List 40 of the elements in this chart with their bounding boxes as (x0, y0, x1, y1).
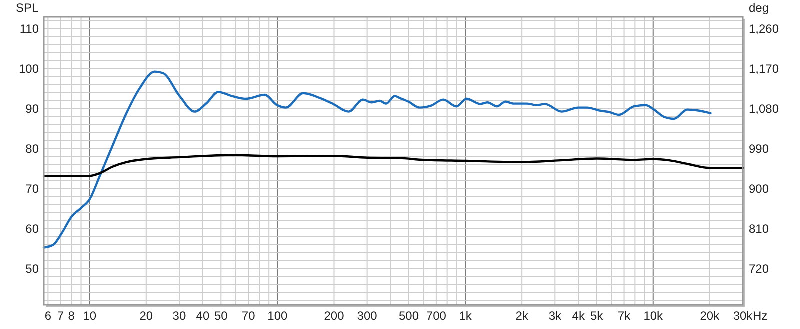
y2-tick-label: 900 (749, 182, 770, 196)
x-tick-label: 40 (196, 309, 210, 323)
x-tick-label: 8 (68, 309, 76, 323)
x-tick-label: 6 (44, 309, 52, 323)
y2-tick-label: 1,170 (749, 62, 780, 76)
y2-tick-label: 810 (749, 222, 770, 236)
x-tick-label: 100 (268, 309, 288, 323)
x-tick-label: 3k (548, 309, 562, 323)
y2-axis-title: deg (749, 1, 770, 15)
x-tick-label: 500 (398, 309, 420, 323)
x-tick-label: 10 (83, 309, 97, 323)
y2-tick-label: 1,260 (749, 22, 780, 36)
x-tick-label: 20 (140, 309, 154, 323)
y-tick-label: 60 (26, 222, 40, 236)
x-tick-label: 50 (214, 309, 228, 323)
y-axis-title: SPL (16, 1, 40, 15)
x-tick-label: 200 (324, 309, 345, 323)
x-tick-label: 7 (57, 309, 64, 323)
y-tick-label: 90 (26, 102, 40, 116)
x-tick-label: 30 (172, 309, 186, 323)
x-tick-label: 70 (242, 309, 256, 323)
x-tick-label: 300 (357, 309, 378, 323)
x-tick-label: 700 (426, 309, 447, 323)
x-tick-label: 10k (644, 309, 664, 323)
x-tick-label: 7k (618, 309, 632, 323)
y2-tick-label: 1,080 (749, 102, 780, 116)
y-tick-label: 70 (26, 182, 40, 196)
y-tick-label: 50 (26, 262, 40, 276)
x-axis-title: Hz (753, 309, 768, 323)
y2-tick-label: 990 (749, 142, 770, 156)
x-tick-label: 2k (516, 309, 530, 323)
x-tick-label: 30k (733, 309, 754, 323)
x-tick-label: 4k (572, 309, 586, 323)
y-tick-label: 100 (18, 62, 40, 76)
y-tick-label: 110 (20, 22, 40, 36)
x-tick-label: 1k (459, 309, 473, 323)
x-tick-label: 20k (700, 309, 721, 323)
x-tick-label: 5k (590, 309, 604, 323)
y2-tick-label: 720 (749, 262, 770, 276)
y-tick-label: 80 (26, 142, 40, 156)
